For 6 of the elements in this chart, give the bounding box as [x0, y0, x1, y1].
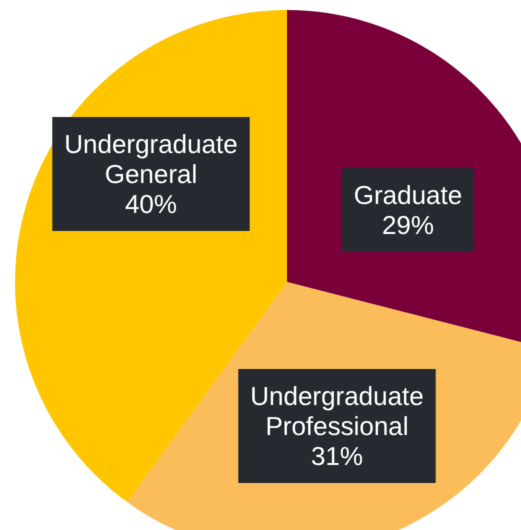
data-label: 40%: [124, 189, 178, 219]
slice-label: Undergraduate Professional: [250, 381, 424, 441]
slice-label: Undergraduate General: [64, 129, 238, 189]
data-label: 29%: [382, 210, 434, 240]
slice-label: Graduate: [354, 180, 462, 210]
data-label: 31%: [310, 441, 364, 471]
